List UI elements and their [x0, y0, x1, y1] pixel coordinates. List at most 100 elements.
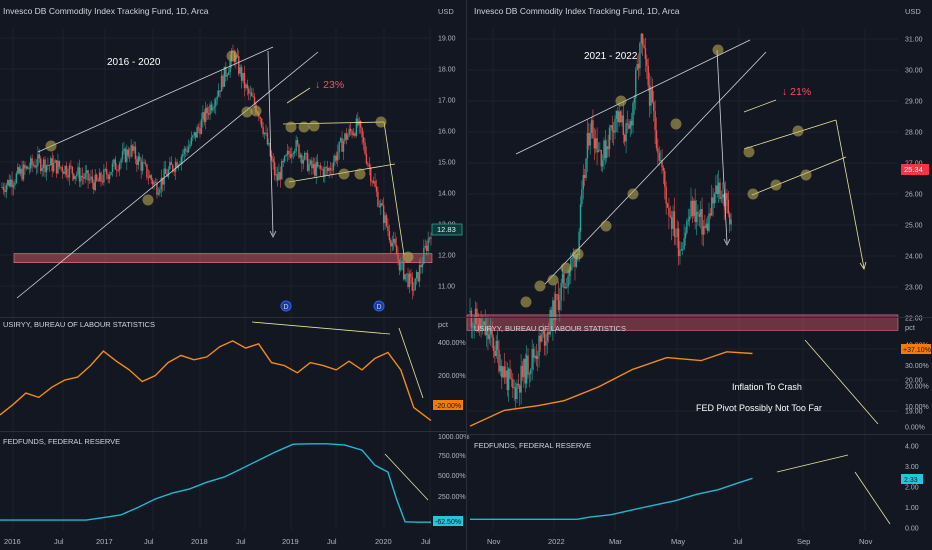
left-candle: [308, 164, 310, 171]
right-price-tick-label: 24.00: [905, 254, 923, 261]
left-channel-lower[interactable]: [16, 51, 319, 299]
right-touch-marker[interactable]: [627, 188, 639, 200]
right-indicator-lines: [469, 351, 753, 520]
left-fedfunds-projection[interactable]: [384, 453, 429, 501]
left-candle: [285, 154, 287, 156]
right-fedfunds-axis: 4.00 3.00 2.00 1.00 0.00: [905, 444, 919, 533]
right-annotation-pointer[interactable]: [743, 99, 777, 113]
left-touch-marker[interactable]: [241, 106, 253, 118]
right-touch-marker[interactable]: [747, 188, 759, 200]
right-price-tick-label: 26.00: [905, 192, 923, 199]
left-breakdown-line[interactable]: [383, 121, 405, 256]
left-fedfunds-line[interactable]: [0, 443, 431, 523]
left-candle: [1, 186, 3, 188]
right-touch-marker[interactable]: [520, 296, 532, 308]
right-candle: [593, 138, 596, 149]
right-flag-lower[interactable]: [751, 156, 847, 196]
left-candle: [84, 173, 86, 179]
right-candle: [672, 211, 674, 229]
left-candle: [421, 263, 424, 268]
left-touch-marker[interactable]: [402, 251, 414, 263]
right-candle: [706, 223, 709, 231]
right-touch-marker[interactable]: [770, 179, 782, 191]
right-candle: [502, 366, 504, 378]
left-touch-marker[interactable]: [142, 194, 154, 206]
left-candle: [202, 112, 204, 120]
right-candle: [610, 125, 612, 128]
right-fedfunds-projection[interactable]: [854, 471, 891, 525]
right-touch-marker[interactable]: [560, 262, 572, 274]
left-touch-marker[interactable]: [285, 121, 297, 133]
right-candle: [574, 254, 576, 267]
right-channel-upper[interactable]: [515, 39, 751, 155]
left-touch-marker[interactable]: [375, 116, 387, 128]
left-candle: [103, 169, 105, 183]
left-event-marker-2[interactable]: [373, 300, 385, 312]
left-candle: [240, 67, 243, 81]
right-touch-marker[interactable]: [600, 220, 612, 232]
left-event-marker-1[interactable]: [280, 300, 292, 312]
left-candle: [95, 174, 98, 181]
left-candle: [62, 171, 65, 174]
right-candle: [644, 48, 647, 60]
right-touch-marker[interactable]: [792, 125, 804, 137]
left-candle: [87, 170, 89, 181]
left-touch-marker[interactable]: [226, 50, 238, 62]
right-touch-marker[interactable]: [712, 44, 724, 56]
right-touch-marker[interactable]: [572, 248, 584, 260]
left-touch-marker[interactable]: [354, 168, 366, 180]
right-usirry-line[interactable]: [469, 351, 753, 427]
right-candle: [640, 33, 642, 44]
right-candle: [488, 334, 491, 340]
right-fedfunds-line[interactable]: [470, 477, 753, 520]
left-usirry-line[interactable]: [0, 340, 432, 422]
left-candle: [322, 169, 325, 177]
left-candle: [385, 215, 388, 226]
right-candle: [581, 189, 583, 205]
right-candle: [676, 228, 678, 237]
right-fedfunds-arrow[interactable]: [776, 454, 849, 473]
left-candle: [77, 167, 79, 175]
left-candle: [192, 135, 194, 138]
left-candle: [318, 165, 320, 167]
left-grid: [0, 28, 431, 530]
right-candle: [596, 138, 598, 153]
right-candle: [625, 123, 627, 142]
right-touch-marker[interactable]: [800, 169, 812, 181]
right-drop-arrow[interactable]: [716, 49, 728, 244]
left-touch-marker[interactable]: [250, 105, 262, 117]
left-candle: [420, 264, 422, 268]
right-touch-marker[interactable]: [615, 95, 627, 107]
right-usirry-projection[interactable]: [804, 339, 879, 425]
right-breakdown-line[interactable]: [835, 119, 865, 269]
left-candle: [169, 162, 171, 170]
right-candle: [669, 215, 671, 218]
left-annotation-pointer[interactable]: [286, 87, 311, 104]
left-drop-arrow[interactable]: [267, 50, 274, 236]
right-touch-marker[interactable]: [547, 274, 559, 286]
left-candle: [113, 159, 115, 164]
left-touch-marker[interactable]: [298, 121, 310, 133]
left-usirry-projection[interactable]: [398, 327, 424, 399]
right-candle: [693, 200, 695, 216]
right-channel-lower[interactable]: [544, 51, 767, 285]
left-support-zone-box[interactable]: [13, 253, 433, 263]
right-support-zone-box[interactable]: [466, 314, 899, 331]
left-touch-marker[interactable]: [338, 168, 350, 180]
left-touch-marker[interactable]: [308, 120, 320, 132]
right-usirry-tick-label: 0.00%: [905, 425, 925, 432]
right-candle: [567, 276, 569, 288]
left-candle: [140, 160, 142, 171]
left-channel-upper[interactable]: [37, 46, 274, 153]
left-touch-marker[interactable]: [45, 140, 57, 152]
left-usirry-divergence[interactable]: [251, 321, 391, 335]
left-touch-marker[interactable]: [284, 177, 296, 189]
right-touch-marker[interactable]: [534, 280, 546, 292]
left-candle: [207, 113, 210, 115]
right-touch-marker[interactable]: [743, 146, 755, 158]
left-candle: [8, 179, 10, 187]
left-candle: [225, 66, 227, 77]
left-candle: [48, 165, 51, 166]
right-flag-upper[interactable]: [743, 119, 837, 150]
right-touch-marker[interactable]: [670, 118, 682, 130]
